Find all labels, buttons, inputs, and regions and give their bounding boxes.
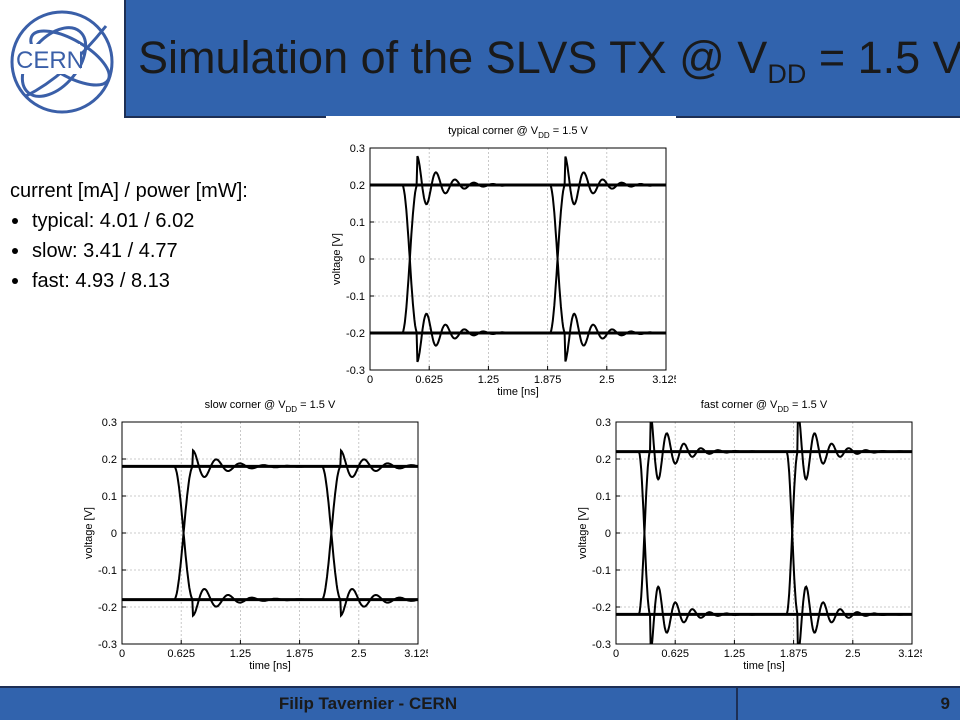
x-tick-label: 0 <box>613 648 619 660</box>
chart-fast-corner: fast corner @ VDD = 1.5 V 0 0.625 1.25 1.875… <box>572 390 922 680</box>
y-tick-label: -0.3 <box>346 365 365 377</box>
series-rising-edge <box>616 422 912 644</box>
chart-title: slow corner @ VDD = 1.5 V <box>205 399 336 414</box>
page-number: 9 <box>940 694 950 713</box>
y-tick-label: -0.3 <box>592 639 611 651</box>
traces <box>122 448 418 618</box>
y-tick-label: -0.2 <box>98 602 117 614</box>
page-title: Simulation of the SLVS TX @ VDD = 1.5 V <box>138 28 960 88</box>
title-end: = 1.5 V <box>806 32 960 83</box>
bullet-typical: typical: 4.01 / 6.02 <box>10 206 248 236</box>
y-tick-label: -0.3 <box>98 639 117 651</box>
y-axis-label: voltage [V] <box>83 507 95 559</box>
chart-slow-svg: slow corner @ VDD = 1.5 V 0 0.625 1.25 1.875… <box>83 399 428 672</box>
x-tick-label: 0.625 <box>415 374 443 386</box>
y-tick-label: 0.1 <box>102 491 117 503</box>
bullet-fast: fast: 4.93 / 8.13 <box>10 266 248 296</box>
series-rising-edge <box>370 155 666 362</box>
y-tick-label: -0.1 <box>592 565 611 577</box>
y-tick-label: 0 <box>359 254 365 266</box>
series-falling-edge <box>122 448 418 618</box>
y-tick-label: 0.2 <box>102 454 117 466</box>
bullet-slow: slow: 3.41 / 4.77 <box>10 236 248 266</box>
y-tick-label: 0 <box>605 528 611 540</box>
footer-divider <box>736 688 738 720</box>
x-tick-label: 0 <box>119 648 125 660</box>
x-axis-label: time [ns] <box>743 660 785 672</box>
y-tick-label: 0.1 <box>350 217 365 229</box>
power-summary: current [mA] / power [mW]: typical: 4.01… <box>10 176 248 296</box>
chart-title: fast corner @ VDD = 1.5 V <box>701 399 828 414</box>
series-falling-edge <box>616 422 912 644</box>
x-tick-label: 0.625 <box>661 648 689 660</box>
y-tick-label: 0.2 <box>596 454 611 466</box>
x-tick-label: 1.875 <box>286 648 314 660</box>
chart-typical-corner: typical corner @ VDD = 1.5 V 0 0.625 1.25 1.… <box>326 116 676 406</box>
chart-slow-corner: slow corner @ VDD = 1.5 V 0 0.625 1.25 1.875… <box>78 390 428 680</box>
x-tick-label: 2.5 <box>845 648 860 660</box>
y-tick-label: 0.1 <box>596 491 611 503</box>
y-tick-label: 0.3 <box>350 143 365 155</box>
x-tick-label: 1.875 <box>780 648 808 660</box>
x-tick-label: 3.125 <box>652 374 676 386</box>
traces <box>616 422 912 644</box>
x-tick-label: 0 <box>367 374 373 386</box>
y-tick-label: -0.2 <box>346 328 365 340</box>
y-tick-label: 0.2 <box>350 180 365 192</box>
bullet-list: typical: 4.01 / 6.02 slow: 3.41 / 4.77 f… <box>10 206 248 296</box>
chart-typical-svg: typical corner @ VDD = 1.5 V 0 0.625 1.25 1.… <box>331 125 676 398</box>
x-tick-label: 1.25 <box>724 648 745 660</box>
x-tick-label: 3.125 <box>898 648 922 660</box>
series-falling-edge <box>370 156 666 363</box>
x-tick-label: 1.875 <box>534 374 562 386</box>
y-tick-label: 0.3 <box>596 417 611 429</box>
x-axis-label: time [ns] <box>497 386 539 398</box>
y-tick-label: -0.1 <box>346 291 365 303</box>
x-tick-label: 1.25 <box>230 648 251 660</box>
logo-text: CERN <box>16 47 84 74</box>
title-bar: Simulation of the SLVS TX @ VDD = 1.5 V <box>124 0 960 118</box>
x-tick-label: 0.625 <box>167 648 195 660</box>
y-tick-label: -0.1 <box>98 565 117 577</box>
y-axis-label: voltage [V] <box>331 233 343 285</box>
footer-bar: Filip Tavernier - CERN 9 <box>0 686 960 720</box>
cern-logo: CERN <box>6 6 118 118</box>
x-axis-label: time [ns] <box>249 660 291 672</box>
chart-title: typical corner @ VDD = 1.5 V <box>448 125 588 140</box>
x-tick-label: 3.125 <box>404 648 428 660</box>
x-tick-label: 1.25 <box>478 374 499 386</box>
x-tick-label: 2.5 <box>599 374 614 386</box>
y-tick-label: 0 <box>111 528 117 540</box>
title-main: Simulation of the SLVS TX @ V <box>138 32 768 83</box>
x-tick-label: 2.5 <box>351 648 366 660</box>
y-tick-label: 0.3 <box>102 417 117 429</box>
series-rising-edge <box>122 448 418 618</box>
y-tick-label: -0.2 <box>592 602 611 614</box>
y-axis-label: voltage [V] <box>577 507 589 559</box>
chart-fast-svg: fast corner @ VDD = 1.5 V 0 0.625 1.25 1.875… <box>577 399 922 672</box>
traces <box>370 155 666 363</box>
bullets-header: current [mA] / power [mW]: <box>10 180 248 202</box>
footer-author: Filip Tavernier - CERN <box>278 694 458 713</box>
title-subscript: DD <box>767 59 807 89</box>
